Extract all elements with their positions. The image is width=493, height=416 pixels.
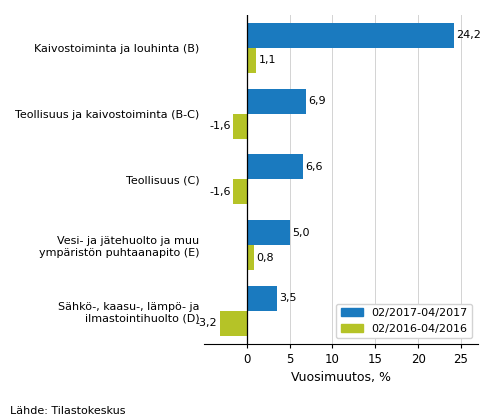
Bar xyxy=(233,114,247,139)
Text: 6,6: 6,6 xyxy=(306,162,323,172)
Bar xyxy=(233,179,247,204)
Text: -3,2: -3,2 xyxy=(196,318,217,328)
Bar xyxy=(247,154,303,179)
X-axis label: Vuosimuutos, %: Vuosimuutos, % xyxy=(291,371,391,384)
Text: Lähde: Tilastokeskus: Lähde: Tilastokeskus xyxy=(10,406,125,416)
Bar xyxy=(247,48,256,73)
Bar xyxy=(219,311,247,336)
Bar xyxy=(247,245,254,270)
Text: -1,6: -1,6 xyxy=(210,187,231,197)
Text: 3,5: 3,5 xyxy=(279,293,296,303)
Text: -1,6: -1,6 xyxy=(210,121,231,131)
Bar xyxy=(247,286,277,311)
Bar xyxy=(247,220,290,245)
Text: 0,8: 0,8 xyxy=(256,253,274,262)
Text: 24,2: 24,2 xyxy=(456,30,481,40)
Legend: 02/2017-04/2017, 02/2016-04/2016: 02/2017-04/2017, 02/2016-04/2016 xyxy=(336,304,472,338)
Text: 1,1: 1,1 xyxy=(258,55,276,65)
Bar xyxy=(247,89,306,114)
Bar xyxy=(247,23,454,48)
Text: 5,0: 5,0 xyxy=(292,228,309,238)
Text: 6,9: 6,9 xyxy=(308,96,326,106)
